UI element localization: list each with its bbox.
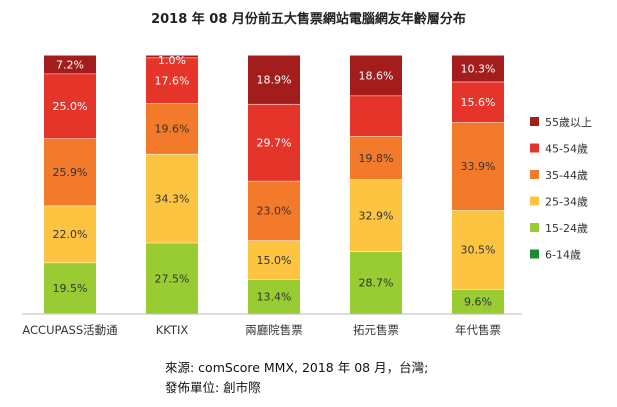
legend: 55歲以上 45-54歲 35-44歲 25-34歲 15-24歲 6-14歲 bbox=[530, 115, 592, 262]
legend-swatch bbox=[530, 170, 539, 179]
bar-segment bbox=[452, 55, 504, 82]
bar-segment bbox=[452, 289, 504, 314]
x-tick-label: 拓元售票 bbox=[353, 323, 399, 337]
bar-segment bbox=[452, 81, 504, 123]
data-label: 25.9% bbox=[53, 166, 88, 179]
bar-segment bbox=[146, 55, 198, 58]
x-tick-label: ACCUPASS活動通 bbox=[22, 323, 118, 337]
data-label: 33.9% bbox=[461, 160, 496, 173]
bar-segment bbox=[248, 103, 300, 181]
bar-segment bbox=[44, 205, 96, 263]
source-text: 來源: comScore MMX, 2018 年 08 月，台灣; bbox=[165, 360, 429, 375]
bar-segment bbox=[44, 138, 96, 206]
bar-segment bbox=[452, 122, 504, 211]
chart-title: 2018 年 08 月份前五大售票網站電腦網友年齡層分布 bbox=[151, 12, 466, 27]
bar-segment bbox=[146, 153, 198, 243]
data-label: 25.0% bbox=[53, 100, 88, 113]
legend-label: 55歲以上 bbox=[545, 115, 592, 129]
bar-segment bbox=[44, 55, 96, 74]
data-label: 15.0% bbox=[257, 254, 292, 267]
data-label: 28.7% bbox=[359, 277, 394, 290]
bar-segment bbox=[44, 73, 96, 139]
legend-label: 35-44歲 bbox=[545, 168, 588, 182]
source-note: 來源: comScore MMX, 2018 年 08 月，台灣; 發佈單位: … bbox=[165, 358, 428, 398]
x-axis-labels: ACCUPASS活動通 KKTIX 兩廳院售票 拓元售票 年代售票 bbox=[22, 323, 501, 337]
data-label: 17.6% bbox=[155, 74, 190, 87]
bar-segment bbox=[146, 242, 198, 314]
data-label: 19.8% bbox=[359, 152, 394, 165]
bar-segment bbox=[350, 136, 402, 180]
publisher-text: 發佈單位: 創市際 bbox=[165, 380, 261, 395]
bar-group: 19.5% 22.0% 25.9% 25.0% 7.2% 27.5% 34.3% 19.6% 1… bbox=[44, 54, 504, 314]
data-label: 13.4% bbox=[257, 291, 292, 304]
bar-segment bbox=[44, 262, 96, 314]
data-label: 32.9% bbox=[359, 209, 394, 222]
data-label: 19.6% bbox=[155, 123, 190, 136]
data-label: 27.5% bbox=[155, 272, 190, 285]
bar-segment bbox=[452, 210, 504, 290]
data-label: 1.0% bbox=[158, 54, 186, 67]
legend-label: 25-34歲 bbox=[545, 195, 588, 209]
bar-segment bbox=[248, 55, 300, 104]
data-label: 7.2% bbox=[56, 58, 84, 71]
data-label: 18.6% bbox=[359, 69, 394, 82]
legend-swatch bbox=[530, 143, 539, 153]
legend-label: 6-14歲 bbox=[545, 248, 581, 262]
legend-swatch bbox=[530, 196, 539, 206]
bar-segment bbox=[350, 251, 402, 314]
data-label: 23.0% bbox=[257, 205, 292, 218]
x-tick-label: KKTIX bbox=[156, 323, 189, 337]
bar-segment bbox=[350, 95, 402, 137]
data-label: 10.3% bbox=[461, 62, 496, 75]
bar-segment bbox=[350, 179, 402, 252]
legend-swatch bbox=[530, 249, 539, 259]
legend-swatch bbox=[530, 223, 539, 232]
bar-segment bbox=[248, 279, 300, 314]
bar-segment bbox=[248, 240, 300, 280]
data-label: 34.3% bbox=[155, 192, 190, 205]
data-label: 18.9% bbox=[257, 73, 292, 86]
legend-label: 45-54歲 bbox=[545, 142, 588, 156]
bar-segment bbox=[248, 180, 300, 241]
bar-segment bbox=[146, 103, 198, 154]
data-label: 30.5% bbox=[461, 244, 496, 257]
data-label: 9.6% bbox=[464, 296, 492, 309]
x-tick-label: 年代售票 bbox=[455, 323, 501, 337]
data-label: 22.0% bbox=[53, 228, 88, 241]
x-tick-label: 兩廳院售票 bbox=[245, 323, 303, 337]
data-label: 15.6% bbox=[461, 96, 496, 109]
legend-swatch bbox=[530, 117, 539, 126]
bar-segment bbox=[350, 55, 402, 96]
bar-segment bbox=[146, 57, 198, 104]
data-label: 29.7% bbox=[257, 136, 292, 149]
data-label: 19.5% bbox=[53, 282, 88, 295]
legend-label: 15-24歲 bbox=[545, 221, 588, 235]
